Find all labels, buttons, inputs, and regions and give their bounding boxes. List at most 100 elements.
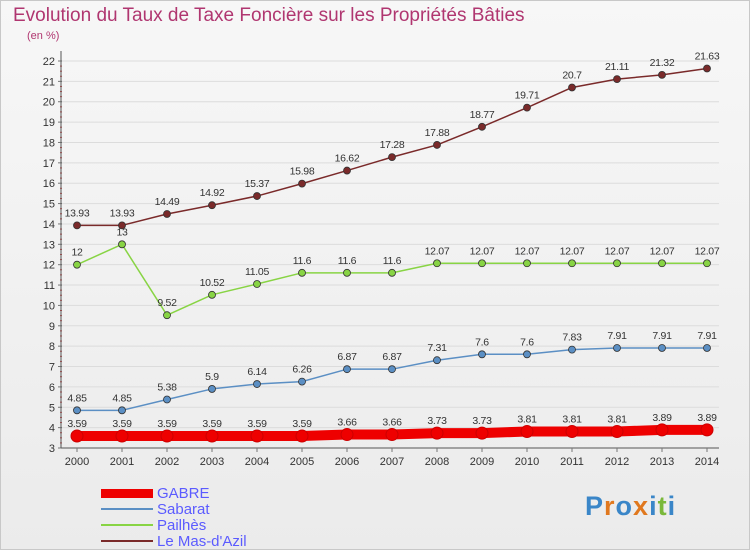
data-label: 3.81 — [562, 414, 582, 426]
y-tick-label: 21 — [43, 76, 55, 88]
y-tick-label: 5 — [49, 402, 55, 414]
data-point — [523, 259, 531, 268]
data-point — [613, 75, 621, 84]
data-point — [523, 103, 531, 112]
data-label: 3.59 — [67, 418, 87, 430]
data-label: 6.87 — [382, 351, 402, 363]
y-tick-label: 19 — [43, 117, 55, 129]
data-label: 11.6 — [383, 255, 402, 267]
data-label: 12.07 — [605, 245, 630, 257]
data-label: 3.73 — [472, 415, 492, 427]
data-label: 21.32 — [650, 57, 675, 69]
data-label: 12 — [71, 247, 83, 259]
data-point — [610, 425, 624, 439]
data-label: 12.07 — [470, 245, 495, 257]
y-tick-label: 3 — [49, 443, 55, 455]
data-label: 21.11 — [605, 61, 629, 73]
data-point — [298, 377, 306, 386]
data-label: 9.52 — [157, 297, 177, 309]
data-point — [208, 201, 216, 210]
data-label: 7.6 — [475, 336, 489, 348]
data-label: 13.93 — [110, 207, 135, 219]
data-label: 17.28 — [380, 139, 405, 151]
data-point — [205, 429, 219, 443]
logo-letter: t — [657, 491, 668, 521]
data-label: 12.07 — [560, 245, 585, 257]
data-point — [163, 311, 171, 320]
data-point — [703, 259, 711, 268]
data-point — [655, 423, 669, 437]
legend-label-sabarat: Sabarat — [157, 500, 210, 518]
data-label: 11.6 — [338, 255, 357, 267]
data-point — [343, 166, 351, 175]
data-label: 7.6 — [520, 336, 534, 348]
data-point — [253, 192, 261, 200]
logo-letter: r — [604, 491, 616, 521]
x-tick-label: 2009 — [470, 456, 494, 468]
y-tick-label: 18 — [43, 137, 55, 149]
data-point — [433, 259, 441, 268]
data-point — [73, 221, 81, 230]
x-tick-label: 2013 — [650, 456, 674, 468]
legend-swatch-sabarat — [101, 508, 153, 510]
data-point — [253, 280, 261, 288]
data-label: 3.59 — [112, 418, 132, 430]
x-tick-label: 2014 — [695, 456, 719, 468]
data-label: 19.71 — [515, 90, 540, 102]
y-tick-label: 9 — [49, 321, 55, 333]
y-tick-label: 22 — [43, 56, 55, 68]
data-label: 13 — [116, 226, 128, 238]
legend-label-gabre: GABRE — [157, 484, 210, 502]
data-label: 3.59 — [202, 418, 222, 430]
data-label: 4.85 — [112, 392, 132, 404]
y-tick-label: 7 — [49, 362, 55, 374]
data-label: 5.9 — [205, 371, 219, 383]
data-point — [388, 365, 396, 374]
x-tick-label: 2011 — [560, 456, 584, 468]
data-point — [298, 179, 306, 188]
data-point — [700, 423, 714, 437]
x-tick-label: 2001 — [110, 456, 134, 468]
data-label: 3.89 — [652, 412, 672, 424]
proxiti-logo: Proxiti — [585, 491, 676, 522]
data-point — [430, 426, 444, 440]
legend-item-pailhes: Pailhès — [101, 516, 247, 534]
y-tick-label: 10 — [43, 300, 55, 312]
data-point — [118, 240, 126, 249]
data-label: 12.07 — [425, 245, 450, 257]
y-tick-label: 12 — [43, 260, 55, 272]
x-tick-label: 2006 — [335, 456, 359, 468]
data-label: 12.07 — [695, 245, 720, 257]
chart-title: Evolution du Taux de Taxe Foncière sur l… — [13, 5, 525, 26]
data-point — [658, 259, 666, 268]
x-tick-label: 2002 — [155, 456, 179, 468]
data-point — [475, 426, 489, 440]
y-tick-label: 14 — [43, 219, 55, 231]
data-point — [160, 429, 174, 443]
x-tick-label: 2005 — [290, 456, 314, 468]
data-label: 7.31 — [427, 342, 447, 354]
y-tick-label: 17 — [43, 158, 55, 170]
data-label: 3.59 — [157, 418, 177, 430]
legend-item-le-mas-dazil: Le Mas-d'Azil — [101, 533, 247, 549]
data-label: 12.07 — [515, 245, 540, 257]
data-label: 12.07 — [650, 245, 675, 257]
legend-label-pailhes: Pailhès — [157, 516, 207, 534]
data-point — [568, 83, 576, 92]
y-tick-label: 6 — [49, 382, 55, 394]
data-label: 7.91 — [652, 330, 672, 342]
data-point — [703, 64, 711, 73]
data-label: 6.87 — [337, 351, 357, 363]
data-label: 4.85 — [67, 392, 87, 404]
legend-swatch-pailhes — [101, 524, 153, 526]
data-label: 18.77 — [470, 109, 495, 121]
logo-letter: o — [615, 491, 634, 521]
data-point — [295, 429, 309, 443]
data-point — [565, 425, 579, 439]
data-point — [253, 380, 261, 388]
data-label: 3.81 — [517, 414, 537, 426]
data-label: 3.66 — [382, 417, 402, 429]
legend-label-le-mas-dazil: Le Mas-d'Azil — [157, 532, 247, 550]
